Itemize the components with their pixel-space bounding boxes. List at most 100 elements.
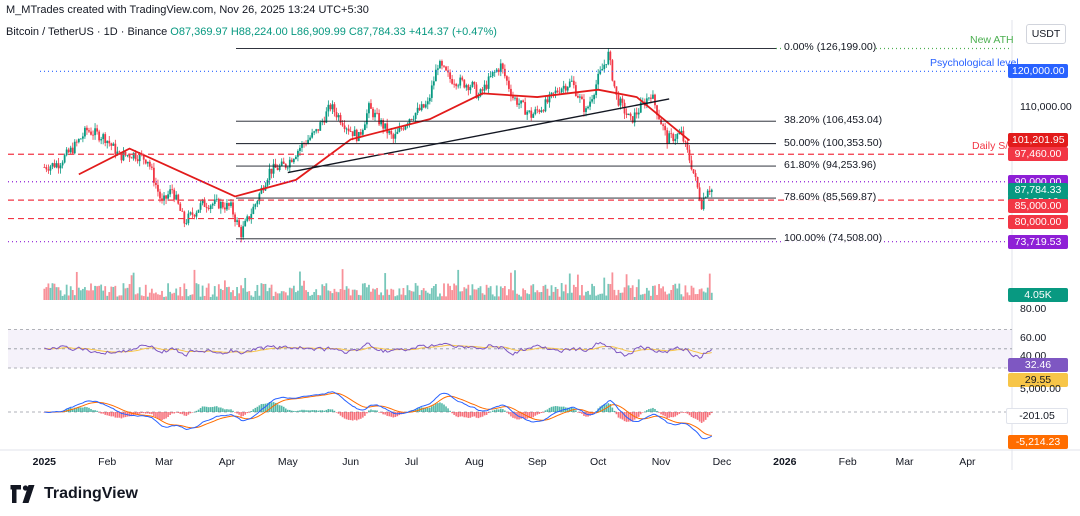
macd-histogram-bar	[157, 412, 159, 419]
volume-bar	[146, 296, 149, 300]
macd-histogram-bar	[664, 412, 666, 417]
macd-histogram-bar	[134, 412, 137, 415]
macd-histogram-bar	[666, 412, 668, 419]
candle-body	[652, 94, 654, 99]
candle-body	[297, 150, 299, 157]
candle-body	[205, 206, 208, 208]
volume-bar	[223, 280, 226, 300]
volume-bar	[581, 285, 583, 300]
symbol-legend[interactable]: Bitcoin / TetherUS · 1D · Binance O87,36…	[6, 26, 497, 38]
macd-histogram-bar	[120, 412, 123, 419]
volume-bar	[654, 285, 656, 300]
volume-bar	[315, 289, 318, 300]
candle-body	[100, 139, 103, 141]
volume-bar	[357, 294, 360, 300]
volume-bar	[203, 295, 206, 300]
macd-histogram-bar	[264, 403, 267, 412]
volume-bar	[542, 285, 545, 300]
candle-body	[544, 99, 547, 112]
candle-body	[290, 159, 293, 163]
candle-body	[700, 199, 703, 210]
candle-body	[347, 128, 350, 132]
volume-bar	[536, 290, 539, 300]
candle-body	[77, 139, 80, 143]
candle-body	[370, 103, 372, 109]
candle-body	[173, 189, 176, 200]
volume-bar	[706, 287, 709, 300]
macd-histogram-bar	[556, 406, 559, 412]
volume-bar	[420, 290, 423, 300]
candle-body	[670, 133, 673, 135]
macd-histogram-bar	[282, 406, 285, 412]
candle-body	[510, 88, 512, 97]
time-axis-tick: Mar	[895, 456, 914, 468]
volume-bar	[633, 296, 636, 300]
volume-bar	[566, 293, 569, 300]
candle-body	[331, 104, 334, 110]
candle-body	[359, 132, 362, 135]
candle-body	[171, 189, 174, 191]
macd-histogram-bar	[218, 407, 220, 412]
volume-bar	[319, 295, 322, 300]
macd-histogram-bar	[380, 412, 382, 413]
macd-histogram-bar	[621, 412, 624, 420]
candle-body	[55, 163, 58, 168]
macd-histogram-bar	[617, 412, 620, 418]
macd-histogram-bar	[392, 412, 395, 418]
macd-histogram-bar	[130, 412, 133, 417]
candle-body	[424, 104, 427, 108]
volume-bar	[311, 294, 314, 300]
volume-bar	[124, 288, 127, 300]
candle-body	[532, 114, 535, 118]
candle-body	[380, 120, 383, 125]
candle-body	[457, 85, 460, 87]
candle-body	[414, 112, 417, 119]
volume-bar	[572, 284, 575, 300]
macd-histogram-bar	[599, 406, 602, 412]
macd-histogram-bar	[469, 412, 472, 418]
volume-bar	[605, 295, 608, 300]
macd-histogram-bar	[297, 410, 299, 412]
price-label-pill: 101,201.95	[1008, 133, 1068, 148]
volume-bar	[384, 273, 387, 300]
macd-histogram-bar	[98, 412, 100, 413]
volume-bar	[510, 272, 512, 300]
candle-body	[410, 119, 413, 120]
volume-bar	[286, 295, 289, 300]
candle-body	[152, 167, 155, 183]
macd-histogram-bar	[226, 409, 228, 412]
volume-bar	[439, 293, 441, 300]
volume-bar	[432, 285, 435, 300]
candle-body	[593, 95, 596, 100]
macd-histogram-bar	[378, 412, 380, 413]
candle-body	[688, 149, 691, 161]
volume-bar	[254, 290, 257, 300]
volume-bar	[98, 285, 101, 300]
volume-bar	[390, 288, 393, 300]
candle-body	[645, 98, 648, 106]
volume-bar	[136, 293, 139, 300]
candle-body	[396, 131, 399, 134]
volume-bar	[84, 287, 86, 300]
candle-body	[704, 197, 707, 199]
macd-histogram-bar	[207, 407, 210, 412]
volume-bar	[587, 290, 589, 300]
candle-body	[148, 161, 151, 167]
currency-button[interactable]: USDT	[1026, 24, 1066, 44]
macd-histogram-bar	[301, 409, 303, 412]
moving-average-line	[78, 88, 691, 198]
volume-bar	[226, 287, 228, 300]
macd-histogram-bar	[370, 409, 372, 412]
candle-body	[676, 134, 679, 139]
candle-body	[550, 92, 553, 95]
candle-body	[601, 68, 604, 71]
volume-bar	[120, 295, 123, 300]
candle-body	[660, 119, 662, 125]
volume-bar	[207, 283, 210, 300]
candle-body	[388, 131, 391, 134]
volume-bar	[303, 280, 305, 300]
macd-histogram-bar	[546, 409, 549, 412]
volume-bar	[321, 284, 324, 300]
candle-body	[226, 203, 228, 210]
